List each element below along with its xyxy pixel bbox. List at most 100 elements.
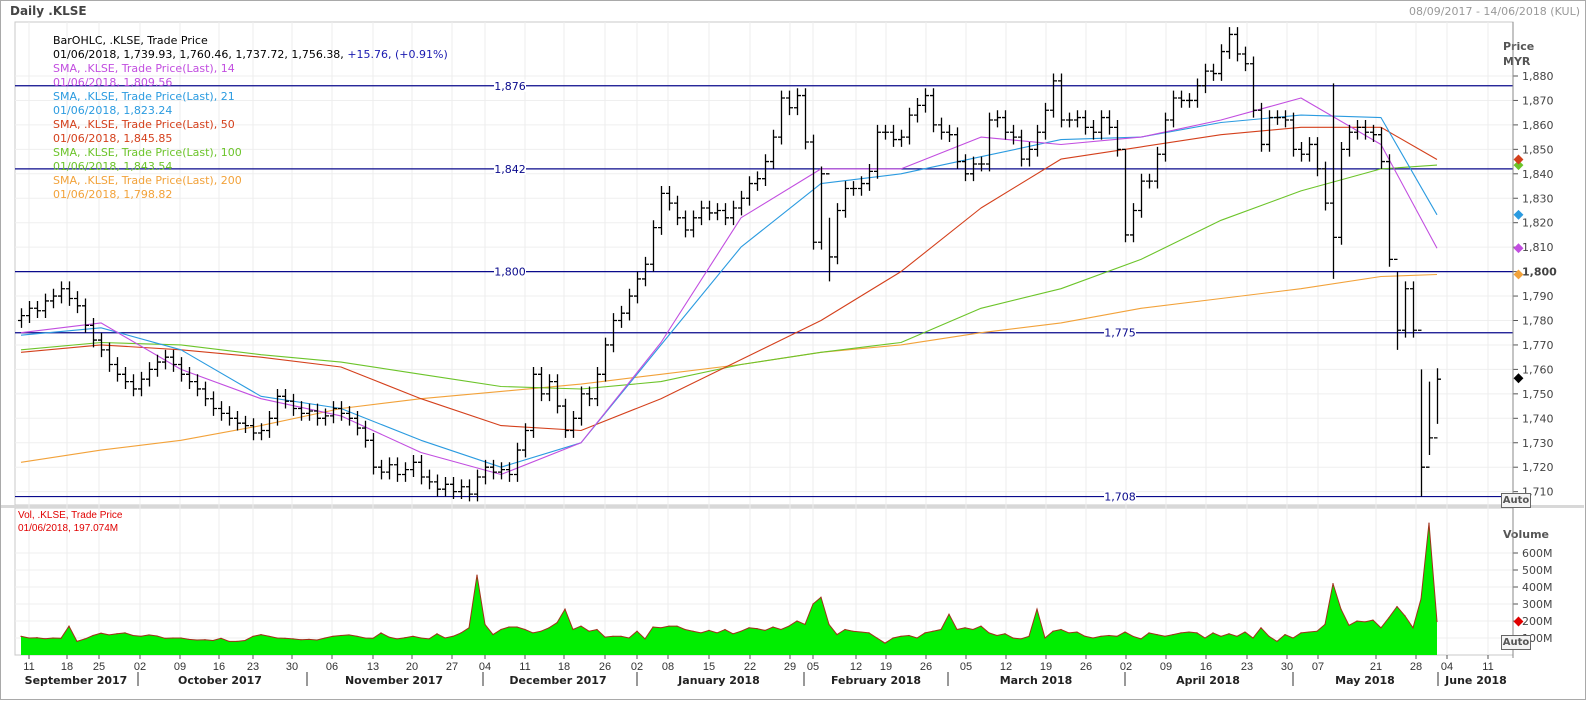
sma21-legend-title: SMA, .KLSE, Trade Price(Last), 21 — [53, 90, 235, 103]
volume-auto-scale-button[interactable]: Auto — [1501, 635, 1531, 650]
volume-point — [948, 613, 950, 615]
ohlc-bar — [706, 200, 713, 221]
volume-point — [252, 635, 254, 637]
ohlc-bar — [1122, 148, 1129, 243]
ohlc-bar — [450, 476, 457, 499]
month-label: June 2018 — [1444, 674, 1507, 687]
sma14-legend-value: 01/06/2018, 1,809.56 — [53, 76, 173, 89]
ohlc-bar — [594, 366, 601, 407]
ohlc-bar — [666, 186, 673, 211]
ohlc-bar — [74, 291, 81, 314]
volume-point — [620, 635, 622, 637]
volume-point — [700, 632, 702, 634]
price-panel — [14, 21, 1514, 506]
volume-point — [932, 630, 934, 632]
ohlc-bar — [1138, 173, 1145, 218]
ohlc-bar — [738, 190, 745, 216]
ohlc-bar — [370, 432, 377, 475]
day-tick-label: 25 — [93, 661, 105, 673]
day-tick-label: 12 — [1000, 661, 1012, 673]
sma50-legend-value: 01/06/2018, 1,845.85 — [53, 132, 173, 145]
ohlc-bar — [618, 305, 625, 328]
ohlc-bar — [1418, 329, 1425, 497]
volume-point — [844, 628, 846, 631]
ohlc-bar — [1258, 102, 1265, 152]
volume-point — [868, 632, 870, 634]
volume-point — [340, 634, 342, 637]
volume-point — [380, 632, 382, 634]
volume-point — [748, 627, 750, 629]
ohlc-bar — [642, 256, 649, 287]
volume-legend-value: 01/06/2018, 197.074M — [18, 523, 119, 534]
ohlc-bar — [650, 220, 657, 272]
month-label: February 2018 — [831, 674, 921, 687]
ohlc-bar — [922, 88, 929, 113]
ohlc-bar — [314, 403, 321, 426]
volume-point — [708, 629, 710, 631]
volume-point — [1316, 630, 1318, 632]
price-tick-label: 1,740 — [1522, 412, 1554, 425]
volume-point — [396, 638, 398, 640]
ohlc-bar — [842, 181, 849, 218]
ohlc-bar — [538, 366, 545, 402]
volume-point — [996, 634, 998, 637]
volume-point — [572, 628, 574, 631]
ohlc-bar — [626, 288, 633, 321]
volume-point — [1436, 620, 1438, 623]
ohlc-bar — [970, 156, 977, 182]
volume-point — [364, 637, 366, 639]
ohlc-bar — [82, 298, 89, 333]
volume-point — [1412, 627, 1414, 629]
price-tick-label: 1,860 — [1522, 119, 1554, 132]
ohlc-bar — [306, 403, 313, 421]
ohlc-bar — [874, 124, 881, 179]
ohlc-bar — [946, 124, 953, 143]
volume-point — [164, 637, 166, 639]
ohlc-bar — [178, 357, 185, 382]
volume-point — [764, 629, 766, 631]
sma200-last-value-marker — [1513, 269, 1524, 280]
volume-point — [1252, 637, 1254, 639]
price-axis-title: Price — [1503, 40, 1534, 53]
ohlc-bar — [890, 124, 897, 147]
ohlc-bar — [562, 398, 569, 438]
volume-point — [436, 633, 438, 635]
price-auto-scale-button[interactable]: Auto — [1501, 493, 1531, 508]
day-tick-label: 09 — [174, 661, 186, 673]
ohlc-bar — [634, 271, 641, 304]
price-tick-label: 1,810 — [1522, 241, 1554, 254]
sma14-last-value-marker — [1513, 243, 1524, 254]
volume-point — [348, 634, 350, 636]
volume-point — [1308, 631, 1310, 633]
volume-point — [428, 638, 430, 640]
volume-point — [1196, 632, 1198, 634]
volume-point — [772, 626, 774, 628]
ohlc-bar — [18, 308, 25, 328]
month-label: March 2018 — [1000, 674, 1073, 687]
ohlc-bar — [1186, 93, 1193, 108]
ohlc-bar — [698, 200, 705, 226]
ohlc-bar — [410, 454, 417, 477]
ohlc-bar — [554, 374, 561, 414]
price-line-label-bg — [1104, 326, 1136, 339]
volume-point — [1100, 635, 1102, 637]
ohlc-bar — [1146, 173, 1153, 189]
volume-point — [1356, 620, 1358, 622]
ohlc-bar — [1178, 90, 1185, 108]
volume-point — [852, 630, 854, 632]
volume-point — [1148, 632, 1150, 634]
ohlc-bar — [1130, 203, 1137, 243]
ohlc-bar — [898, 129, 905, 147]
month-label: November 2017 — [345, 674, 443, 687]
volume-point — [540, 630, 542, 632]
ohlc-bar — [762, 154, 769, 187]
ohlc-bar — [418, 454, 425, 485]
ohlc-bar — [258, 423, 265, 441]
volume-point — [628, 637, 630, 639]
ohlc-bar — [986, 112, 993, 172]
ohlc-bar — [250, 418, 257, 441]
day-tick-label: 13 — [367, 661, 379, 673]
ohlc-bar — [514, 442, 521, 482]
ohlc-bar — [1234, 27, 1241, 62]
